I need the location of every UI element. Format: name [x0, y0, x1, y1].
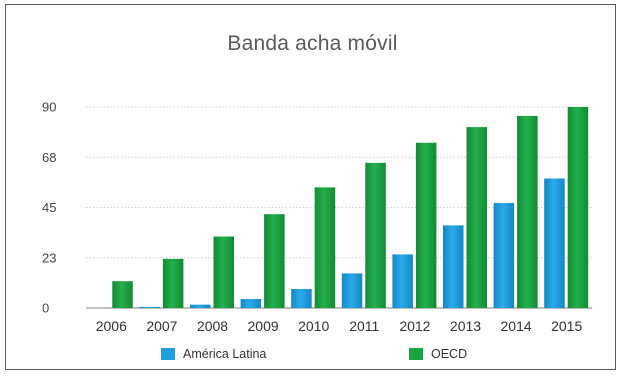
bar-america-latina-2014	[493, 203, 515, 308]
y-axis-ticks: 0 23 45 68 90	[42, 100, 56, 316]
bar-oecd-2008	[213, 236, 234, 308]
bar-america-latina-2013	[443, 225, 464, 308]
legend-swatch-oecd	[409, 348, 423, 360]
bar-america-latina-2011	[341, 273, 363, 308]
bar-oecd-2015	[567, 107, 589, 308]
x-tick-label: 2011	[349, 318, 379, 334]
bar-oecd-2006	[112, 281, 133, 308]
y-tick-label: 68	[42, 150, 56, 165]
bar-america-latina-2007	[139, 306, 160, 308]
bar-oecd-2007	[162, 258, 184, 308]
legend-item-america-latina: América Latina	[161, 347, 266, 361]
x-tick-label: 2013	[450, 318, 481, 334]
x-tick-label: 2007	[146, 318, 177, 334]
y-tick-label: 0	[42, 301, 49, 316]
bar-oecd-2011	[365, 162, 386, 308]
y-tick-label: 45	[42, 200, 56, 215]
x-tick-label: 2009	[248, 318, 279, 334]
y-tick-label: 90	[42, 100, 56, 115]
bar-oecd-2009	[264, 214, 285, 308]
legend-item-oecd: OECD	[409, 347, 467, 361]
grid-lines	[86, 106, 592, 309]
x-tick-label: 2014	[501, 318, 532, 334]
chart-frame	[5, 4, 616, 370]
y-tick-label: 23	[42, 250, 56, 265]
legend-swatch-america-latina	[161, 348, 175, 360]
x-tick-label: 2012	[399, 318, 430, 334]
bar-oecd-2012	[415, 142, 437, 308]
x-tick-label: 2015	[551, 318, 582, 334]
bars	[112, 107, 589, 308]
bar-america-latina-2009	[240, 299, 262, 308]
bar-america-latina-2015	[544, 178, 565, 308]
legend-label-america-latina: América Latina	[183, 347, 267, 361]
bar-oecd-2013	[466, 127, 487, 308]
x-tick-label: 2010	[298, 318, 329, 334]
chart-title: Banda acha móvil	[227, 32, 398, 55]
bar-oecd-2010	[314, 187, 336, 308]
bar-oecd-2014	[517, 115, 538, 308]
bar-america-latina-2012	[392, 254, 413, 308]
legend-label-oecd: OECD	[431, 347, 468, 361]
x-tick-label: 2008	[197, 318, 228, 334]
bar-america-latina-2010	[291, 289, 312, 308]
x-axis-ticks: 2006 2007 2008 2009 2010 2011 2012 2013 2014 2015	[96, 318, 583, 334]
x-tick-label: 2006	[96, 318, 127, 334]
bar-america-latina-2008	[190, 304, 211, 308]
